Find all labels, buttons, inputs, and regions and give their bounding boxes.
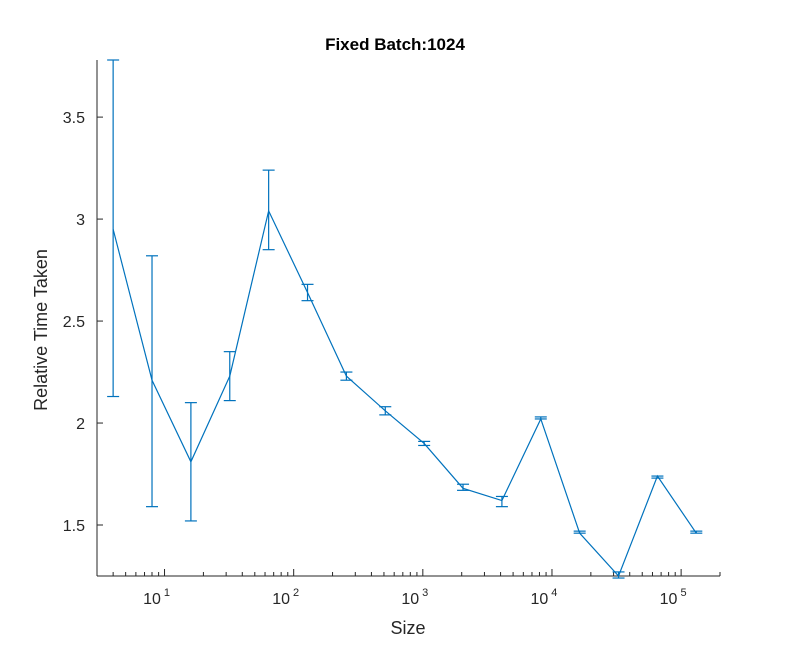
error-bar (573, 530, 586, 534)
error-bar (418, 440, 431, 447)
error-bar (184, 402, 197, 522)
x-tick-label: 10 3 (401, 587, 428, 608)
error-bar (379, 406, 392, 416)
x-tick-label: 10 4 (531, 587, 558, 608)
error-bar (534, 416, 547, 420)
error-bar (651, 475, 664, 479)
error-bar (301, 283, 314, 302)
axes (96, 60, 720, 577)
y-tick-label: 3.5 (63, 110, 85, 127)
axis-ticks: 1.5 2 2.5 3 3.5 10 1 10 2 10 3 10 4 10 5 (63, 110, 721, 608)
series-line (112, 209, 697, 578)
y-tick-label: 3 (76, 212, 85, 229)
y-tick-label: 1.5 (63, 518, 85, 535)
error-bar (107, 59, 120, 398)
x-axis-label: Size (390, 618, 425, 638)
x-tick-label: 10 1 (143, 587, 170, 608)
chart-title: Fixed Batch:1024 (325, 35, 465, 54)
error-bar (223, 351, 236, 402)
y-tick-label: 2.5 (63, 314, 85, 331)
error-bar (262, 169, 275, 251)
y-tick-label: 2 (76, 416, 85, 433)
error-bar (146, 255, 159, 508)
x-tick-label: 10 5 (660, 587, 687, 608)
error-bar (612, 571, 625, 579)
error-bar (690, 530, 703, 534)
error-bar (495, 495, 508, 508)
y-axis-label: Relative Time Taken (31, 249, 51, 411)
error-bar (340, 371, 353, 381)
data-series (107, 59, 703, 579)
x-tick-label: 10 2 (272, 587, 299, 608)
error-bar (457, 483, 470, 491)
